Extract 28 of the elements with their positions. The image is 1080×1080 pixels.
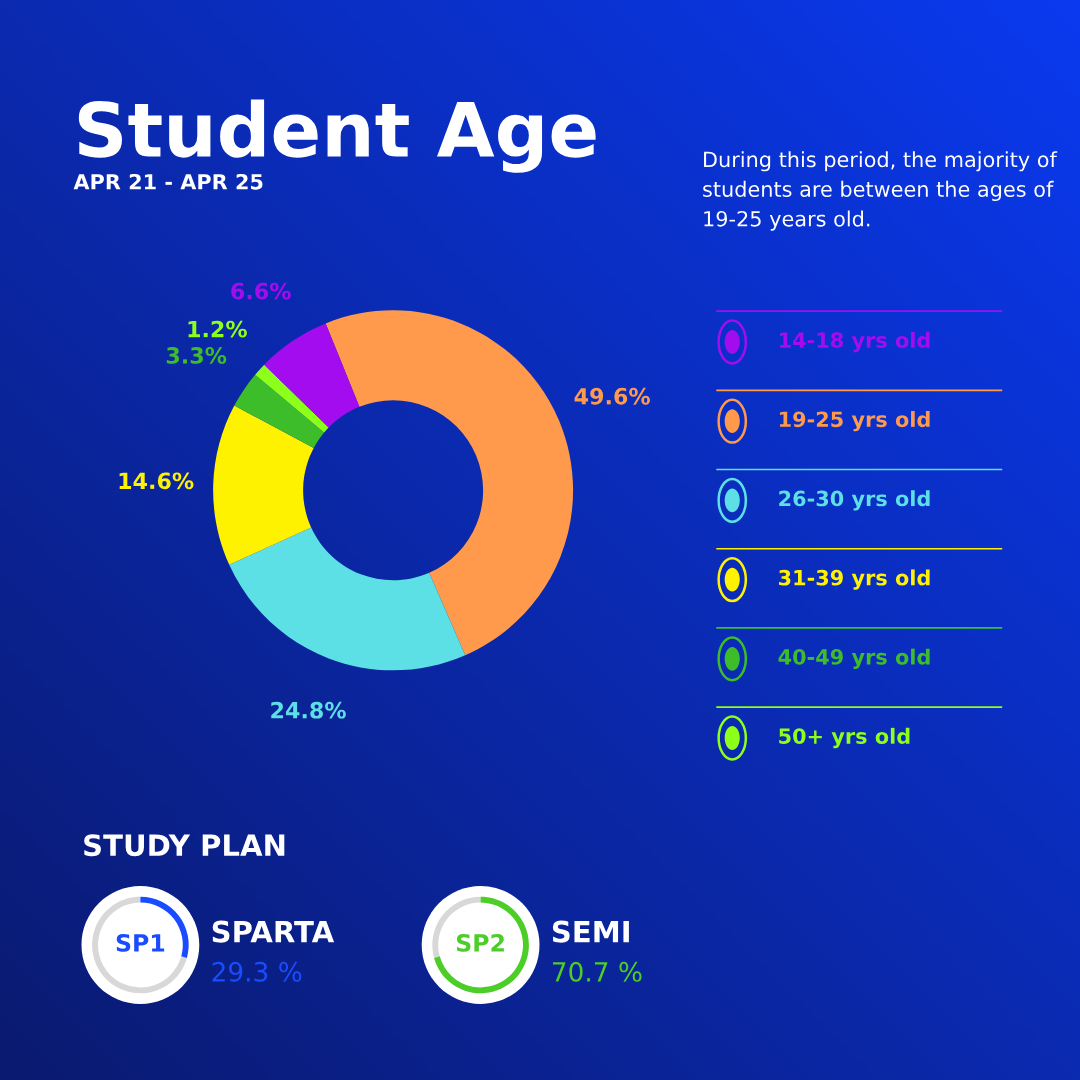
data-label: 6.6%	[231, 282, 291, 300]
text: During this period, the majority of students are between the ages of 19-25 years old.	[703, 151, 1058, 231]
donut-slice	[264, 323, 360, 428]
text: SP2	[456, 933, 504, 952]
text: STUDY PLAN	[84, 834, 285, 857]
data-label: 1.2%	[188, 320, 247, 338]
chart-title: Student Age	[78, 99, 596, 173]
donut-slice	[255, 364, 329, 433]
data-label: 14.6%	[119, 472, 194, 490]
text: SP1	[116, 933, 165, 952]
donut-slice	[213, 405, 314, 565]
data-label: 70.7 %	[552, 961, 642, 982]
donut-slice	[234, 374, 325, 448]
data-label: 49.6%	[574, 387, 650, 405]
donut-slice	[229, 527, 466, 671]
data-label: 29.3 %	[212, 961, 302, 982]
donut-slice	[325, 310, 574, 656]
legend-label: 14-18 yrs old	[779, 331, 930, 353]
legend-label: 50+ yrs old	[779, 727, 910, 749]
category-label: SPARTA	[212, 920, 335, 943]
data-label: 24.8%	[271, 701, 346, 719]
chart-subtitle: APR 21 - APR 25	[73, 173, 263, 190]
category-label: SEMI	[552, 920, 629, 943]
legend-label: 31-39 yrs old	[778, 569, 930, 590]
legend-label: 40-49 yrs old	[778, 648, 930, 669]
legend-label: 19-25 yrs old	[779, 411, 930, 432]
data-label: 3.3%	[166, 347, 227, 364]
legend-label: 26-30 yrs old	[779, 490, 930, 511]
